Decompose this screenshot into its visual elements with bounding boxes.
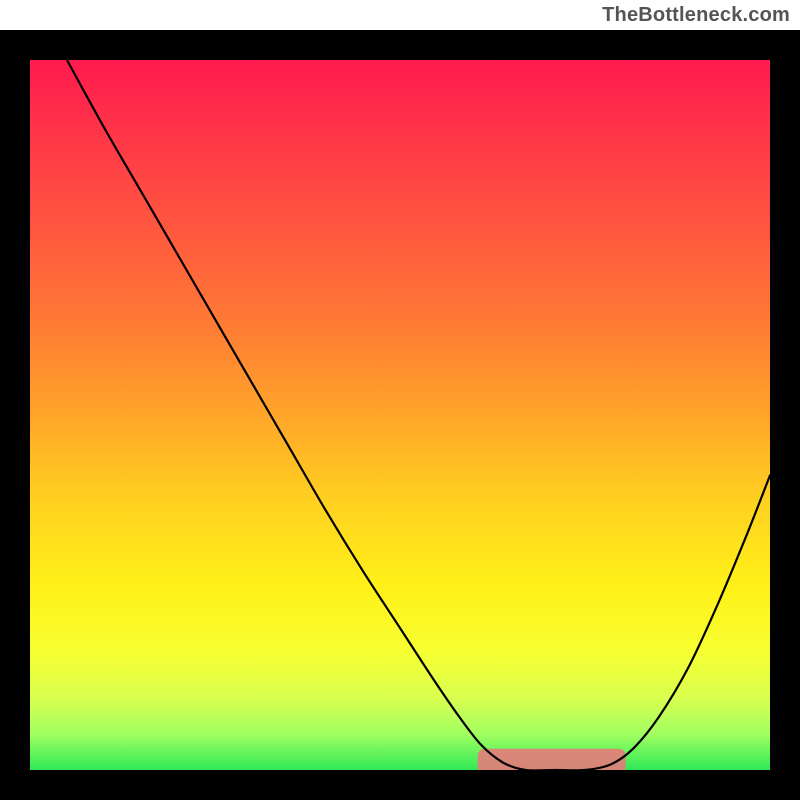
chart-container: TheBottleneck.com: [0, 0, 800, 800]
bottleneck-chart: [0, 0, 800, 800]
attribution-label: TheBottleneck.com: [602, 4, 790, 27]
plot-background-gradient: [30, 60, 770, 770]
